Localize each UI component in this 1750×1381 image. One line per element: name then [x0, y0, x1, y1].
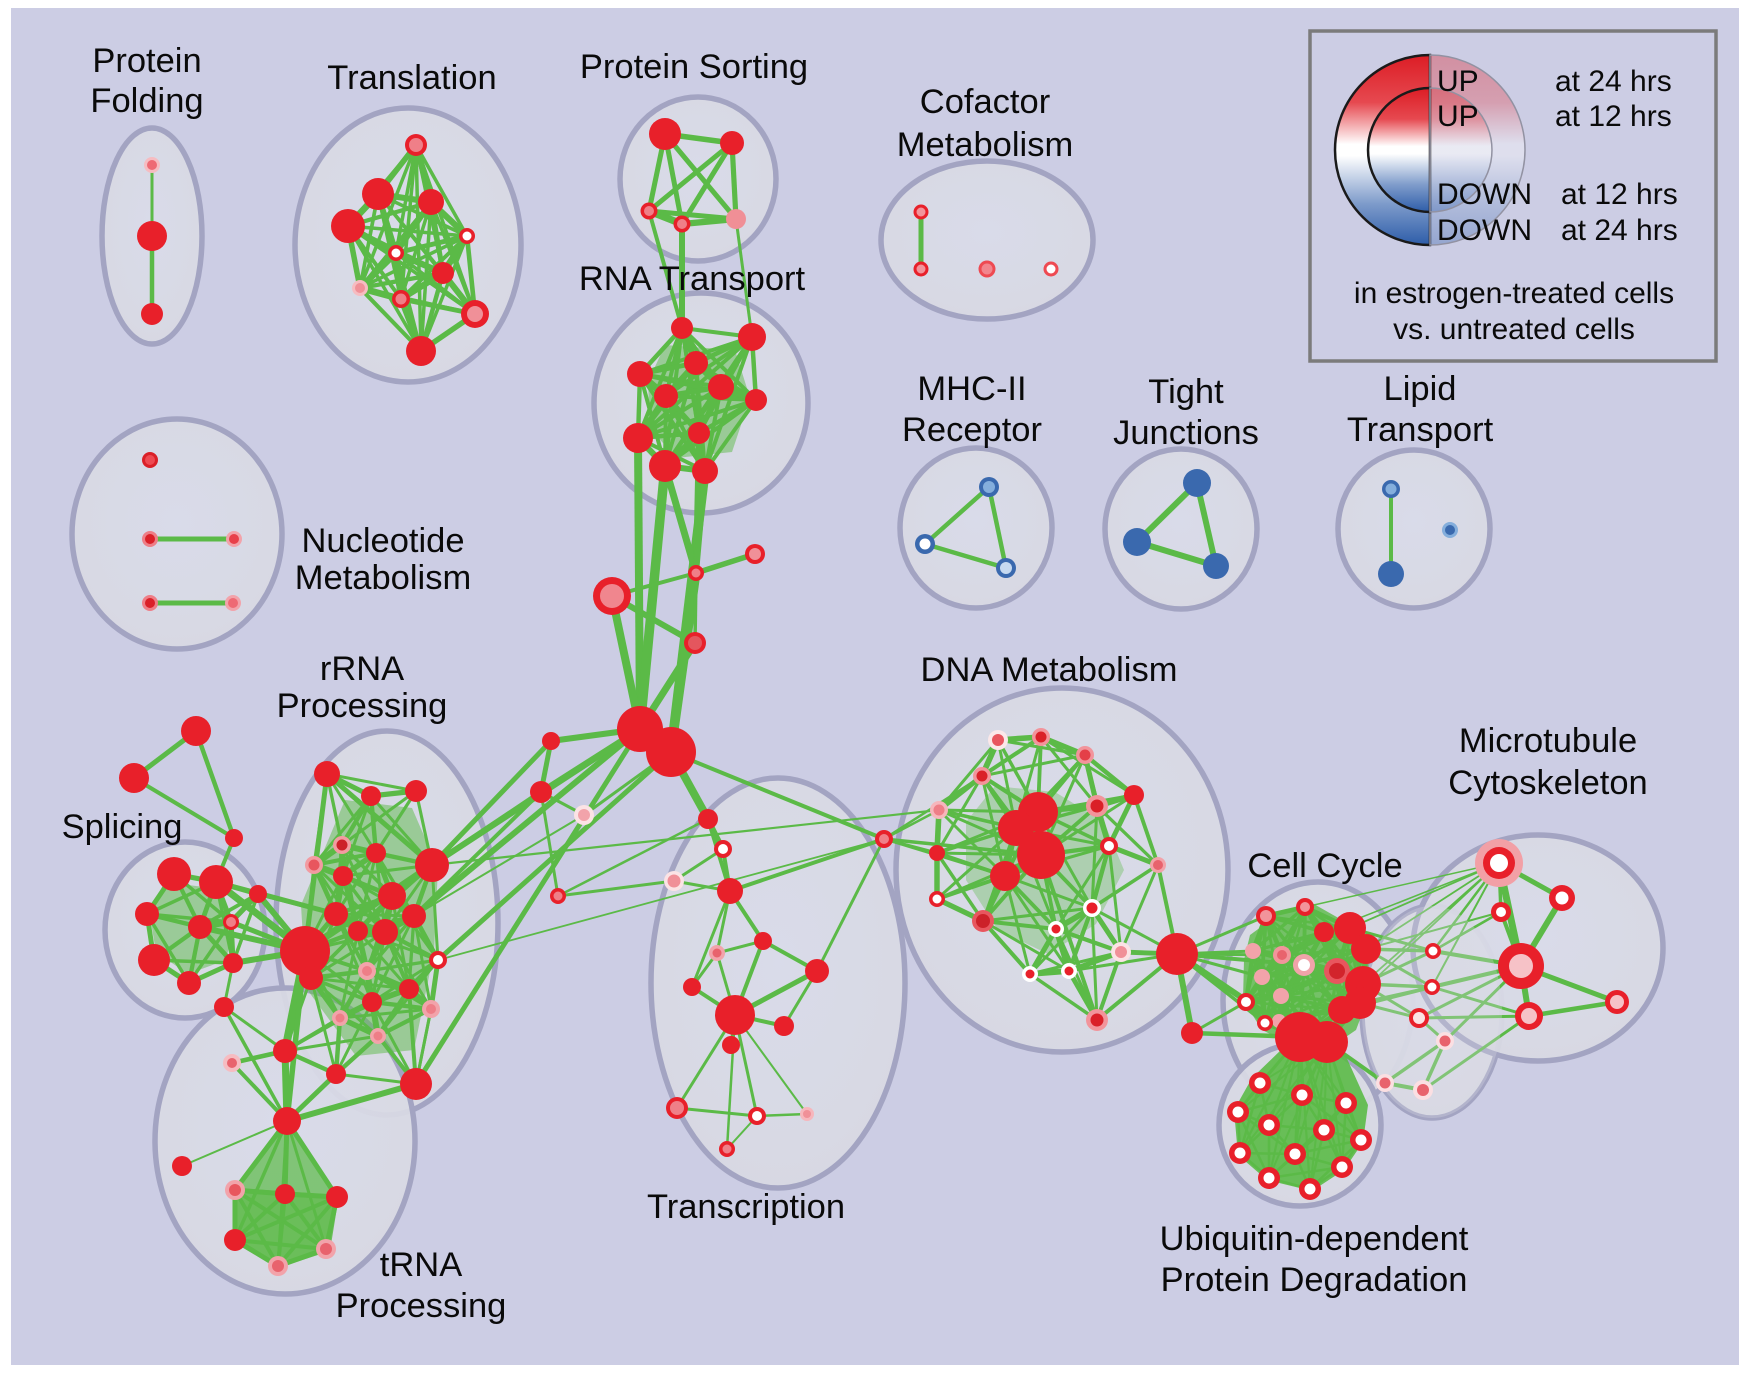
svg-text:Folding: Folding	[90, 82, 203, 120]
svg-text:Transcription: Transcription	[647, 1188, 845, 1226]
svg-text:Protein: Protein	[92, 42, 201, 80]
svg-text:Nucleotide: Nucleotide	[301, 522, 464, 560]
svg-text:Processing: Processing	[277, 687, 448, 725]
svg-text:Receptor: Receptor	[902, 411, 1042, 449]
svg-text:at 24 hrs: at 24 hrs	[1555, 65, 1672, 98]
svg-text:Junctions: Junctions	[1113, 414, 1259, 452]
svg-text:DNA Metabolism: DNA Metabolism	[921, 651, 1178, 689]
svg-text:Protein Sorting: Protein Sorting	[580, 48, 808, 86]
svg-text:tRNA: tRNA	[380, 1246, 462, 1284]
svg-text:at 12 hrs: at 12 hrs	[1561, 178, 1678, 211]
svg-text:RNA Transport: RNA Transport	[579, 260, 806, 298]
svg-text:rRNA: rRNA	[320, 650, 404, 688]
svg-text:Translation: Translation	[327, 59, 496, 97]
svg-text:vs. untreated cells: vs. untreated cells	[1393, 313, 1635, 346]
svg-text:DOWN: DOWN	[1437, 214, 1532, 247]
svg-text:Lipid: Lipid	[1384, 370, 1457, 408]
svg-text:DOWN: DOWN	[1437, 178, 1532, 211]
svg-text:at 12 hrs: at 12 hrs	[1555, 100, 1672, 133]
svg-text:UP: UP	[1437, 100, 1479, 133]
svg-text:Transport: Transport	[1347, 411, 1494, 449]
svg-text:in estrogen-treated cells: in estrogen-treated cells	[1354, 277, 1674, 310]
svg-text:at 24 hrs: at 24 hrs	[1561, 214, 1678, 247]
svg-text:Cell Cycle: Cell Cycle	[1247, 847, 1402, 885]
svg-text:Tight: Tight	[1148, 373, 1224, 411]
svg-text:Protein Degradation: Protein Degradation	[1161, 1261, 1468, 1299]
svg-text:UP: UP	[1437, 65, 1479, 98]
svg-text:Microtubule: Microtubule	[1459, 722, 1637, 760]
svg-text:Splicing: Splicing	[62, 808, 183, 846]
svg-text:Ubiquitin-dependent: Ubiquitin-dependent	[1160, 1220, 1469, 1258]
svg-text:Cytoskeleton: Cytoskeleton	[1448, 764, 1647, 802]
svg-text:Metabolism: Metabolism	[897, 126, 1073, 164]
svg-text:Cofactor: Cofactor	[920, 83, 1050, 121]
svg-text:MHC-II: MHC-II	[917, 370, 1026, 408]
svg-text:Metabolism: Metabolism	[295, 559, 471, 597]
svg-text:Processing: Processing	[336, 1287, 507, 1325]
